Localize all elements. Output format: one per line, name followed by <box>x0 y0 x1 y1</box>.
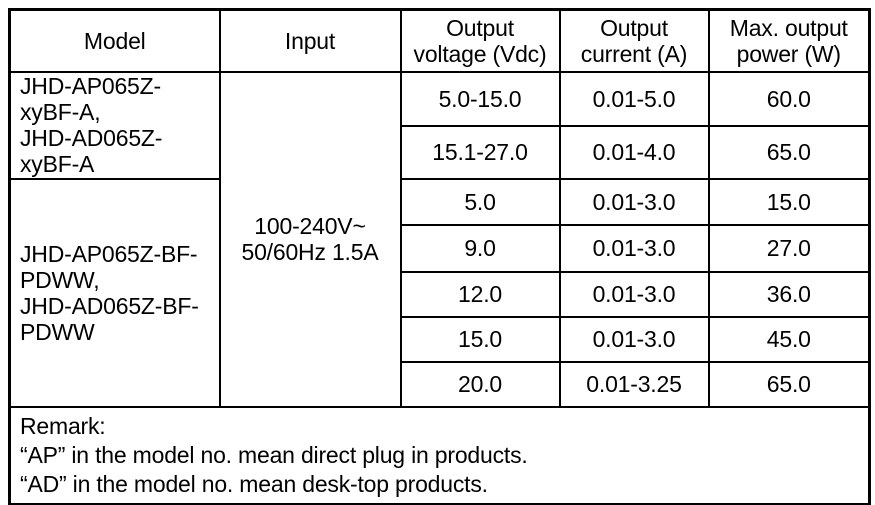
remark-section: Remark: “AP” in the model no. mean direc… <box>8 405 871 505</box>
output-voltage-value: 12.0 <box>399 270 561 318</box>
output-current-value: 0.01-3.0 <box>558 177 710 226</box>
output-current-value: 0.01-3.0 <box>558 223 710 273</box>
max-power-value: 36.0 <box>707 270 871 318</box>
table-header-row: Model Input Output voltage (Vdc) Output … <box>8 8 871 73</box>
max-power-value: 15.0 <box>707 177 871 226</box>
table-row: 12.0 0.01-3.0 36.0 <box>10 270 871 318</box>
remark-row: Remark: “AP” in the model no. mean direc… <box>8 405 871 505</box>
col-header-output-voltage: Output voltage (Vdc) <box>399 8 561 73</box>
remark-line-1: “AP” in the model no. mean direct plug i… <box>20 441 528 468</box>
col-header-max-power: Max. output power (W) <box>707 8 871 73</box>
input-spec-cell: 100-240V~ 50/60Hz 1.5A <box>218 70 402 408</box>
col-header-output-current: Output current (A) <box>558 8 710 73</box>
output-voltage-value: 15.0 <box>399 315 561 363</box>
table-row: JHD-AP065Z-BF- PDWW, JHD-AD065Z-BF- PDWW… <box>8 177 871 408</box>
table-row: 15.0 0.01-3.0 45.0 <box>10 315 871 363</box>
max-power-value: 60.0 <box>707 70 871 127</box>
output-current-value: 0.01-3.0 <box>558 315 710 363</box>
col-header-input: Input <box>218 8 402 73</box>
remark-title: Remark: <box>20 412 106 439</box>
output-current-value: 0.01-5.0 <box>558 70 710 127</box>
model-group-b-cell: JHD-AP065Z-BF- PDWW, JHD-AD065Z-BF- PDWW <box>8 177 221 408</box>
max-power-value: 65.0 <box>707 124 871 180</box>
max-power-value: 65.0 <box>707 360 871 408</box>
output-current-value: 0.01-4.0 <box>558 124 710 180</box>
output-voltage-value: 5.0-15.0 <box>399 70 561 127</box>
table-row: 15.1-27.0 0.01-4.0 65.0 <box>10 124 871 180</box>
table-row: JHD-AP065Z- xyBF-A, JHD-AD065Z- xyBF-A 1… <box>8 70 871 408</box>
table-row: 20.0 0.01-3.25 65.0 <box>10 360 871 408</box>
output-voltage-value: 5.0 <box>399 177 561 226</box>
model-group-a-cell: JHD-AP065Z- xyBF-A, JHD-AD065Z- xyBF-A <box>8 70 221 180</box>
max-power-value: 45.0 <box>707 315 871 363</box>
remark-line-2: “AD” in the model no. mean desk-top prod… <box>20 470 488 497</box>
table-row: 9.0 0.01-3.0 27.0 <box>10 223 871 273</box>
col-header-model: Model <box>8 8 221 73</box>
max-power-value: 27.0 <box>707 223 871 273</box>
output-voltage-value: 20.0 <box>399 360 561 408</box>
output-voltage-value: 9.0 <box>399 223 561 273</box>
output-current-value: 0.01-3.0 <box>558 270 710 318</box>
output-voltage-value: 15.1-27.0 <box>399 124 561 180</box>
power-spec-table: Model Input Output voltage (Vdc) Output … <box>8 8 871 505</box>
output-current-value: 0.01-3.25 <box>558 360 710 408</box>
